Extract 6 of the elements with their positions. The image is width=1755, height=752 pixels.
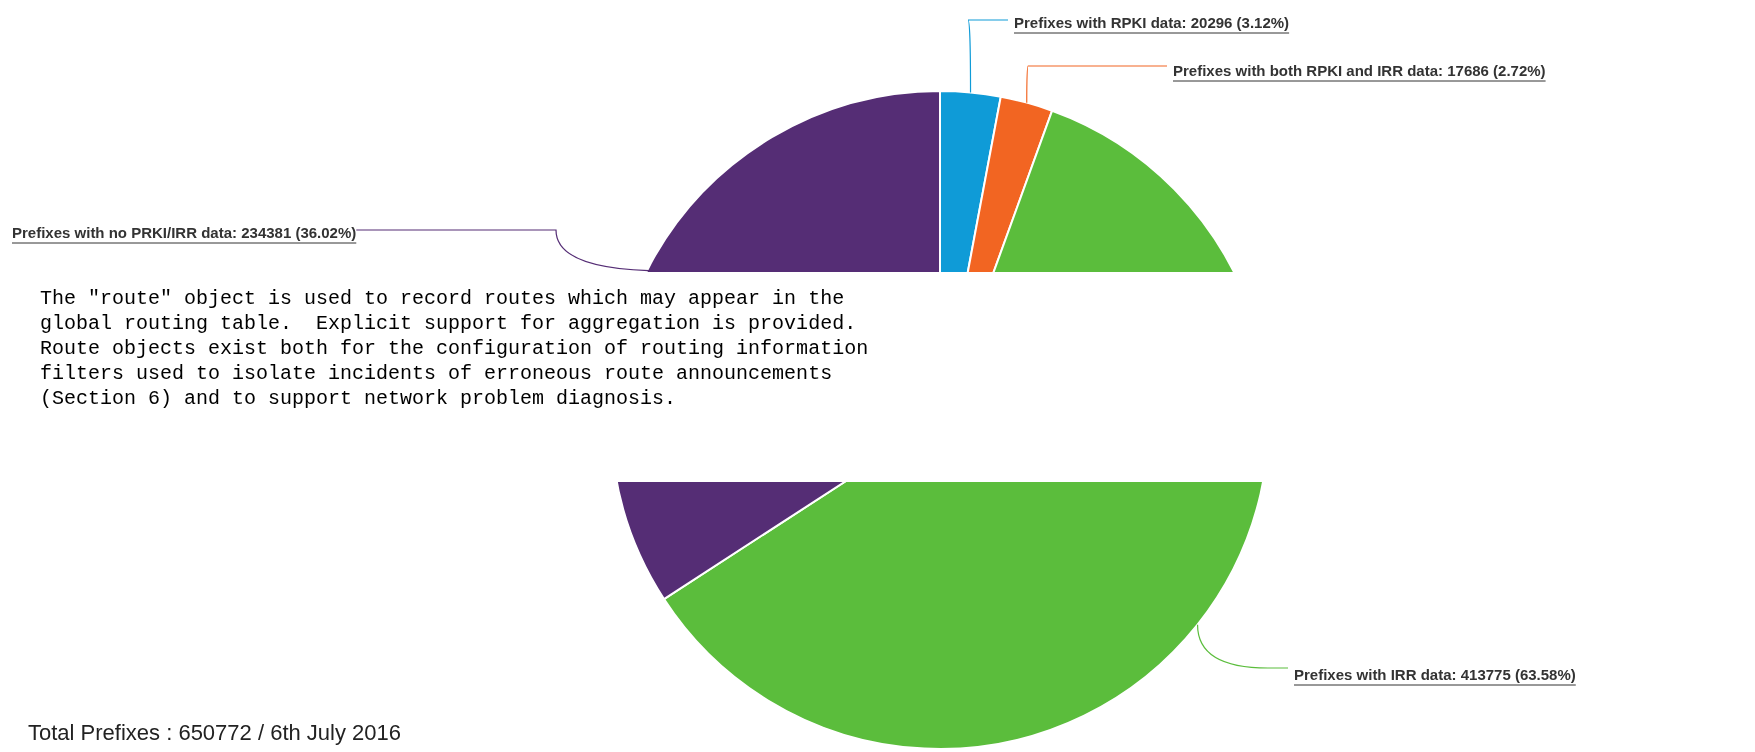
slice-label: Prefixes with both RPKI and IRR data: 17686 (2.72%) (1173, 62, 1546, 80)
slice-label: Prefixes with RPKI data: 20296 (3.12%) (1014, 14, 1290, 32)
text: The "route" object is used to record routes which may appear in the global routing table. Explicit support for aggregation is provided. Route objects exist both for the configuration of routing information filters used to isolate incidents of erroneous route announcements (Section 6) and to support network problem diagnosis. (26, 272, 1274, 482)
text: Total Prefixes : 650772 / 6th July 2016 (28, 720, 402, 746)
slice-label: Prefixes with no PRKI/IRR data: 234381 (36.02%) (12, 224, 357, 242)
slice-label: Prefixes with IRR data: 413775 (63.58%) (1294, 666, 1576, 684)
